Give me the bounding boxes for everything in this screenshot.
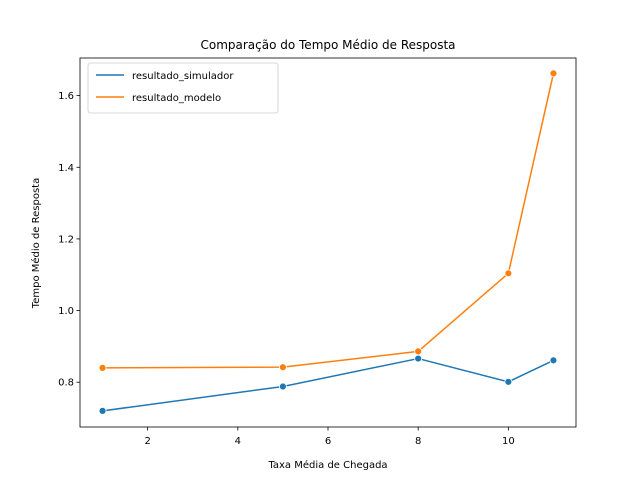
data-point-resultado_modelo-3 xyxy=(504,269,513,278)
data-point-resultado_simulador-0 xyxy=(98,406,107,415)
data-point-resultado_modelo-1 xyxy=(279,363,287,372)
data-point-resultado_simulador-2 xyxy=(414,354,423,363)
data-point-resultado_simulador-4 xyxy=(549,356,558,365)
x-tick-label: 8 xyxy=(415,436,421,447)
y-axis-label: Tempo Médio de Resposta xyxy=(30,178,42,309)
y-tick-label: 1.6 xyxy=(58,91,74,102)
x-axis-label: Taxa Média de Chegada xyxy=(267,459,387,471)
y-tick-label: 1.2 xyxy=(58,234,74,245)
legend-label-resultado_simulador: resultado_simulador xyxy=(132,71,234,82)
x-tick-label: 2 xyxy=(144,436,150,447)
chart-title: Comparação do Tempo Médio de Resposta xyxy=(200,38,455,52)
x-tick-label: 4 xyxy=(235,436,241,447)
data-point-resultado_simulador-1 xyxy=(279,382,287,391)
x-tick-label: 6 xyxy=(325,436,331,447)
legend: resultado_simulador resultado_modelo xyxy=(87,62,279,114)
x-tick-label: 10 xyxy=(502,436,515,447)
plot-area: 2 4 6 8 10 0.8 1.0 1.2 1.4 1.6 xyxy=(58,57,577,447)
series-line-resultado_simulador xyxy=(101,357,555,412)
data-point-resultado_modelo-4 xyxy=(549,69,558,78)
data-point-resultado_modelo-0 xyxy=(98,363,107,372)
legend-label-resultado_modelo: resultado_modelo xyxy=(132,93,221,104)
y-tick-label: 0.8 xyxy=(58,378,74,389)
series-line-resultado_modelo xyxy=(101,72,555,369)
data-point-resultado_simulador-3 xyxy=(504,377,513,386)
y-tick-label: 1.4 xyxy=(58,163,74,174)
data-point-resultado_modelo-2 xyxy=(414,347,423,356)
legend-box xyxy=(87,62,279,114)
y-tick-label: 1.0 xyxy=(58,306,74,317)
